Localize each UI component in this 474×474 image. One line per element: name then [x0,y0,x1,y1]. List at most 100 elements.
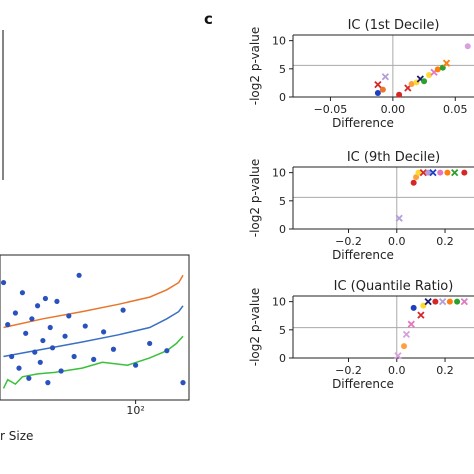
scatter-point [0,279,7,286]
scatter-point-x [451,168,459,177]
scatter-point [49,345,56,351]
x-tick-label: 0.2 [436,235,454,248]
x-axis-label: Difference [332,248,394,262]
scatter-point [26,375,32,381]
scatter-point-dot [413,174,420,181]
scatter-point-x [381,73,390,81]
scatter-point [58,368,64,374]
y-tick-label: 5 [279,324,286,337]
scatter-point [19,290,26,296]
scatter-point-dot [421,78,428,85]
scatter-point [110,346,117,352]
scatter-point [12,310,19,316]
scatter-point [16,365,22,371]
scatter-point [66,313,72,319]
scatter-point [42,295,49,302]
scatter-point [133,362,139,368]
y-tick-label: 5 [279,63,286,76]
panel-1: IC (1st Decile) 0 5 10 −0.05 0.00 0.05 Differen… [248,18,474,130]
scatter-point-dot [454,298,461,305]
scatter-point-x [438,297,447,306]
scatter-point [120,307,126,313]
x-tick-label: 0.0 [388,364,406,377]
scatter-point-x [424,297,432,306]
x-tick-label: 0.0 [388,235,406,248]
x-axis-label: Difference [332,377,394,391]
scatter-point-x [402,330,411,338]
scatter-point-dot [461,169,468,176]
y-tick-label: 10 [272,167,286,180]
y-axis-label: -log2 p-value [248,27,262,105]
x-tick-label: 0.00 [381,103,406,116]
left-plot-frame [0,254,190,401]
scatter-point-dot [396,91,403,98]
scatter-point [32,349,38,355]
panel-title: IC (1st Decile) [348,18,440,33]
scatter-point [101,329,107,335]
scatter-point-dot [410,179,417,186]
scatter-point [82,323,88,329]
panel-3: IC (Quantile Ratio) 0 5 10 −0.2 0.0 0.2 Differe… [248,279,474,391]
panel-title: IC (9th Decile) [347,150,440,165]
scatter-point-dot [437,169,444,176]
scatter-point-x [442,59,451,67]
left-series-lines [2,274,184,389]
x-tick-label: 0.2 [436,364,454,377]
scatter-point-dot [434,66,441,73]
trend-line [3,305,184,358]
scatter-point-dot [425,169,432,176]
scatter-point [47,324,53,331]
left-x-axis-fragment: r Size [0,429,33,443]
panel-2: IC (9th Decile) 0 5 10 −0.2 0.0 0.2 Difference -… [248,150,474,262]
scatter-point [76,272,82,278]
y-axis-label: -log2 p-value [248,288,262,366]
scatter-point [34,303,41,309]
scatter-point-dot [464,43,471,50]
scatter-point-x [395,214,403,222]
y-tick-label: 0 [279,91,286,104]
y-tick-label: 5 [279,195,286,208]
scatter-point-dot [379,86,386,93]
scatter-point-x [374,80,382,89]
scatter-point-x [419,168,427,177]
scatter-point-dot [432,298,439,305]
trend-line [3,274,184,329]
scatter-point [5,322,11,328]
scatter-point [37,359,43,365]
scatter-point [29,316,35,322]
y-tick-label: 10 [272,35,286,48]
scatter-point [180,380,186,386]
scatter-point-dot [446,298,453,305]
scatter-point [9,353,15,360]
scatter-point-x [394,352,402,360]
scatter-point [164,348,170,354]
scatter-point-x [417,311,425,319]
left-scatter-panel: 10² r Size [0,254,190,443]
left-x-tick-label: 10² [126,404,144,417]
y-tick-label: 0 [279,223,286,236]
y-tick-label: 10 [272,296,286,309]
scatter-point-x [460,297,468,306]
scatter-point [40,337,46,344]
panel-letter: c [204,10,213,28]
scatter-point [91,356,97,362]
x-tick-label: 0.05 [443,103,468,116]
x-axis-label: Difference [332,116,394,130]
y-axis-label: -log2 p-value [248,159,262,237]
scatter-point-dot [426,72,433,79]
scatter-point-dot [444,169,451,176]
scatter-point-x [429,168,437,177]
scatter-point [147,340,153,347]
y-tick-label: 0 [279,352,286,365]
left-scatter-points [0,272,186,386]
x-tick-label: −0.2 [335,235,362,248]
panel-title: IC (Quantile Ratio) [334,279,454,294]
x-tick-label: −0.05 [314,103,348,116]
scatter-point-dot [374,90,381,97]
scatter-point [54,298,60,304]
scatter-point [23,330,29,336]
scatter-point [45,380,51,386]
scatter-point [71,353,77,360]
